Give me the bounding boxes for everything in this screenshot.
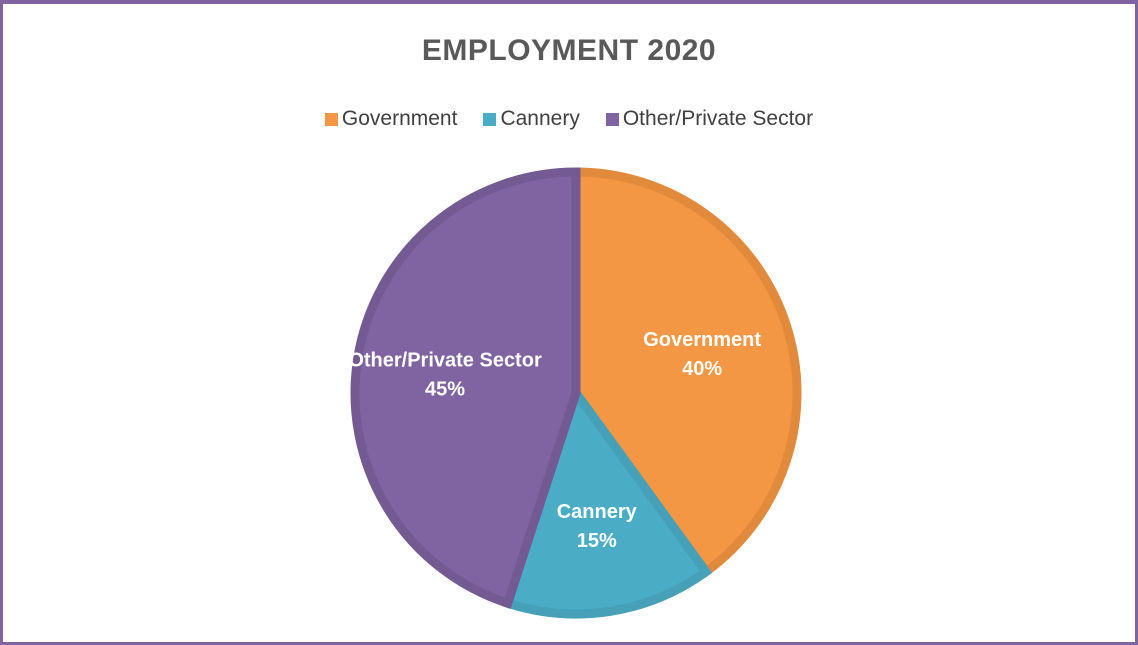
- legend-swatch-other-private-sector: [605, 112, 619, 126]
- data-label-government: Government 40%: [643, 329, 761, 380]
- data-label-cannery: Cannery 15%: [557, 501, 638, 552]
- pie-slice-other-private-sector: [350, 167, 581, 609]
- legend-label-other-private-sector: Other/Private Sector: [622, 107, 814, 130]
- chart-legend: Government Cannery Other/Private Sector: [3, 107, 1135, 131]
- pie-chart: Government 40% Cannery 15% Other/Private Sec…: [348, 167, 802, 619]
- chart-title: EMPLOYMENT 2020: [421, 34, 717, 67]
- legend-label-government: Government: [341, 107, 458, 130]
- pie-slice-cannery: [502, 383, 713, 619]
- legend-item-government: Government: [324, 107, 458, 131]
- legend-item-cannery: Cannery: [483, 107, 580, 131]
- data-label-other-private-sector: Other/Private Sector 45%: [348, 349, 542, 400]
- legend-label-cannery: Cannery: [500, 107, 580, 130]
- legend-swatch-cannery: [483, 112, 497, 126]
- legend-swatch-government: [324, 112, 338, 126]
- legend-item-other-private-sector: Other/Private Sector: [605, 107, 814, 131]
- pie-slice-government: [571, 167, 802, 579]
